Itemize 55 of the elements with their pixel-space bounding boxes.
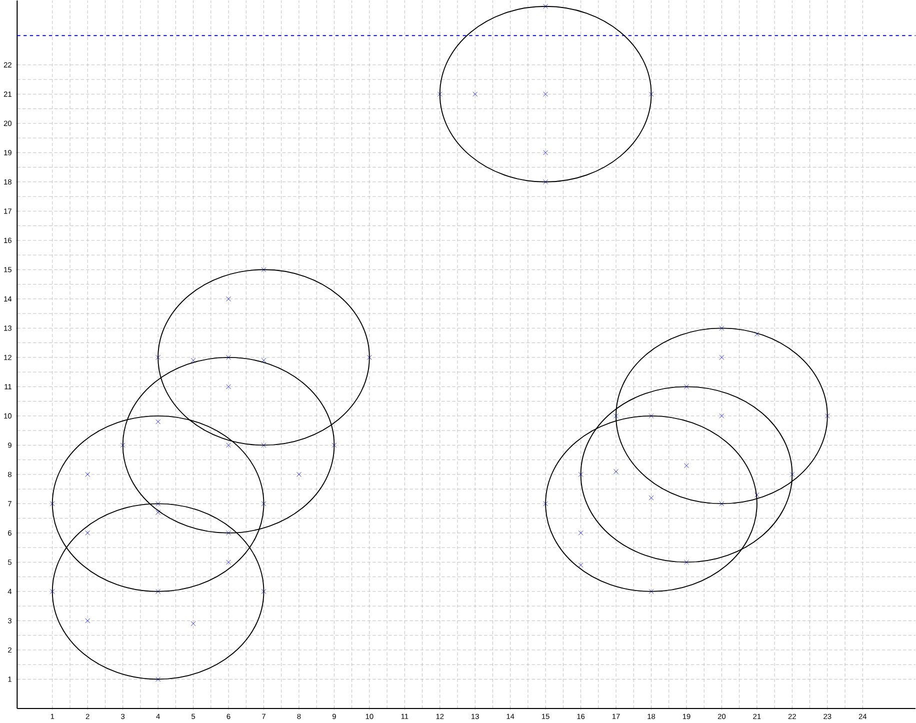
point [719, 501, 724, 506]
point [226, 442, 231, 448]
point [437, 92, 442, 97]
point [790, 472, 795, 478]
point [719, 326, 724, 331]
point [190, 621, 196, 626]
point [261, 501, 266, 506]
point [226, 296, 231, 302]
point [261, 358, 266, 363]
point [578, 530, 584, 536]
point [754, 492, 760, 498]
point [543, 92, 548, 97]
point [684, 560, 689, 565]
point [332, 442, 337, 448]
point [156, 589, 161, 594]
point [50, 589, 55, 594]
point [190, 358, 196, 363]
point [684, 463, 689, 468]
point [156, 510, 161, 516]
point [648, 496, 654, 500]
point [648, 589, 654, 594]
point [648, 414, 654, 419]
point [578, 562, 584, 568]
point [226, 355, 231, 360]
point [578, 472, 584, 478]
point [614, 414, 618, 419]
point [754, 332, 760, 337]
point [543, 180, 548, 185]
point [85, 530, 90, 536]
point [261, 589, 266, 594]
point [824, 414, 830, 419]
point [120, 442, 126, 448]
point [614, 469, 618, 474]
point [648, 92, 654, 97]
point [156, 420, 161, 424]
point [226, 384, 231, 390]
point [156, 501, 161, 506]
point [472, 92, 478, 97]
point [156, 355, 161, 360]
point [226, 530, 231, 536]
point [50, 501, 55, 506]
point [261, 267, 266, 272]
point [85, 618, 90, 624]
point [85, 472, 90, 478]
point [543, 501, 548, 506]
point [366, 355, 372, 360]
point [719, 414, 724, 419]
point [261, 442, 266, 448]
point [543, 4, 548, 10]
point [226, 560, 231, 565]
point [543, 150, 548, 156]
point [684, 384, 689, 390]
point [719, 355, 724, 360]
point [156, 676, 161, 682]
point [296, 472, 302, 478]
